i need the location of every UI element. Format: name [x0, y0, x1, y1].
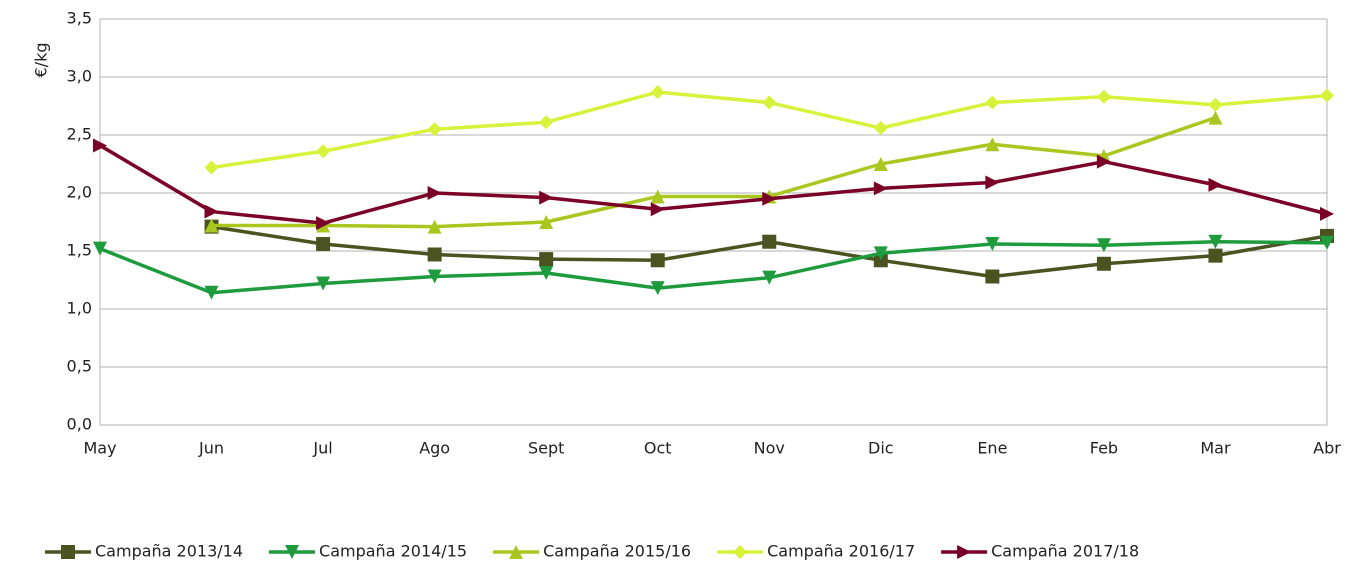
marker	[1096, 256, 1111, 271]
marker	[873, 181, 888, 196]
marker	[427, 219, 442, 234]
marker	[427, 186, 442, 200]
legend-label: Campaña 2015/16	[543, 542, 691, 561]
marker	[650, 85, 665, 100]
marker	[762, 191, 777, 206]
marker	[1320, 206, 1334, 221]
marker	[539, 215, 554, 229]
y-tick-label: 0,5	[67, 357, 92, 376]
marker	[539, 266, 554, 281]
marker	[427, 122, 442, 137]
marker	[1096, 154, 1111, 169]
marker	[1208, 248, 1223, 263]
marker	[873, 246, 888, 261]
legend-marker	[733, 545, 748, 559]
y-axis-label: €/kg	[32, 43, 51, 78]
legend-label: Campaña 2016/17	[767, 542, 915, 561]
marker	[204, 160, 219, 175]
marker	[204, 285, 219, 300]
x-tick-label: Jun	[198, 439, 224, 458]
marker	[1208, 110, 1223, 125]
marker	[316, 216, 331, 231]
marker	[985, 237, 1000, 252]
marker	[316, 276, 331, 291]
marker	[316, 144, 331, 159]
y-tick-label: 1,5	[67, 241, 92, 260]
y-tick-label: 1,0	[67, 299, 92, 318]
marker	[650, 189, 665, 204]
legend-label: Campaña 2014/15	[319, 542, 467, 561]
marker	[985, 175, 1000, 190]
marker	[985, 269, 1000, 284]
marker	[762, 270, 777, 285]
legend-marker	[285, 545, 300, 559]
marker	[539, 115, 554, 130]
marker	[762, 95, 777, 110]
marker	[1208, 234, 1223, 249]
y-tick-label: 0,0	[67, 415, 92, 434]
series-line	[211, 224, 1328, 279]
legend-marker	[957, 545, 972, 559]
series-line	[99, 143, 1328, 225]
marker	[650, 202, 665, 217]
legend-label: Campaña 2013/14	[95, 542, 243, 561]
marker	[650, 281, 665, 296]
x-tick-label: Mar	[1200, 439, 1231, 458]
marker	[1208, 177, 1223, 192]
y-tick-label: 2,0	[67, 183, 92, 202]
x-tick-label: Nov	[754, 439, 785, 458]
marker	[316, 237, 331, 252]
x-tick-label: Abr	[1313, 439, 1341, 458]
marker	[427, 247, 442, 262]
legend-marker	[509, 545, 524, 559]
x-tick-label: Ene	[977, 439, 1007, 458]
series-line	[99, 239, 1328, 295]
x-tick-label: Oct	[644, 439, 672, 458]
legend-label: Campaña 2017/18	[991, 542, 1139, 561]
marker	[762, 234, 777, 249]
marker	[204, 218, 219, 233]
marker	[873, 121, 888, 136]
x-tick-label: Feb	[1090, 439, 1118, 458]
marker	[539, 252, 554, 267]
x-tick-label: Dic	[868, 439, 894, 458]
marker	[93, 138, 107, 153]
marker	[1208, 97, 1223, 112]
marker	[650, 253, 665, 268]
marker	[539, 190, 554, 205]
series-line	[211, 115, 1217, 229]
x-tick-label: Sept	[528, 439, 564, 458]
legend-marker	[61, 545, 75, 559]
marker	[1096, 238, 1111, 253]
y-tick-label: 3,5	[67, 9, 92, 28]
marker	[1320, 235, 1334, 250]
marker	[873, 157, 888, 171]
y-tick-label: 3,0	[67, 67, 92, 86]
marker	[427, 269, 442, 284]
marker	[93, 241, 107, 256]
marker	[1096, 89, 1111, 104]
marker	[204, 204, 219, 219]
y-tick-label: 2,5	[67, 125, 92, 144]
marker	[985, 137, 1000, 152]
marker	[1320, 88, 1334, 103]
marker	[985, 95, 1000, 110]
x-tick-label: Jul	[312, 439, 332, 458]
x-tick-label: Ago	[419, 439, 450, 458]
x-tick-label: May	[83, 439, 116, 458]
